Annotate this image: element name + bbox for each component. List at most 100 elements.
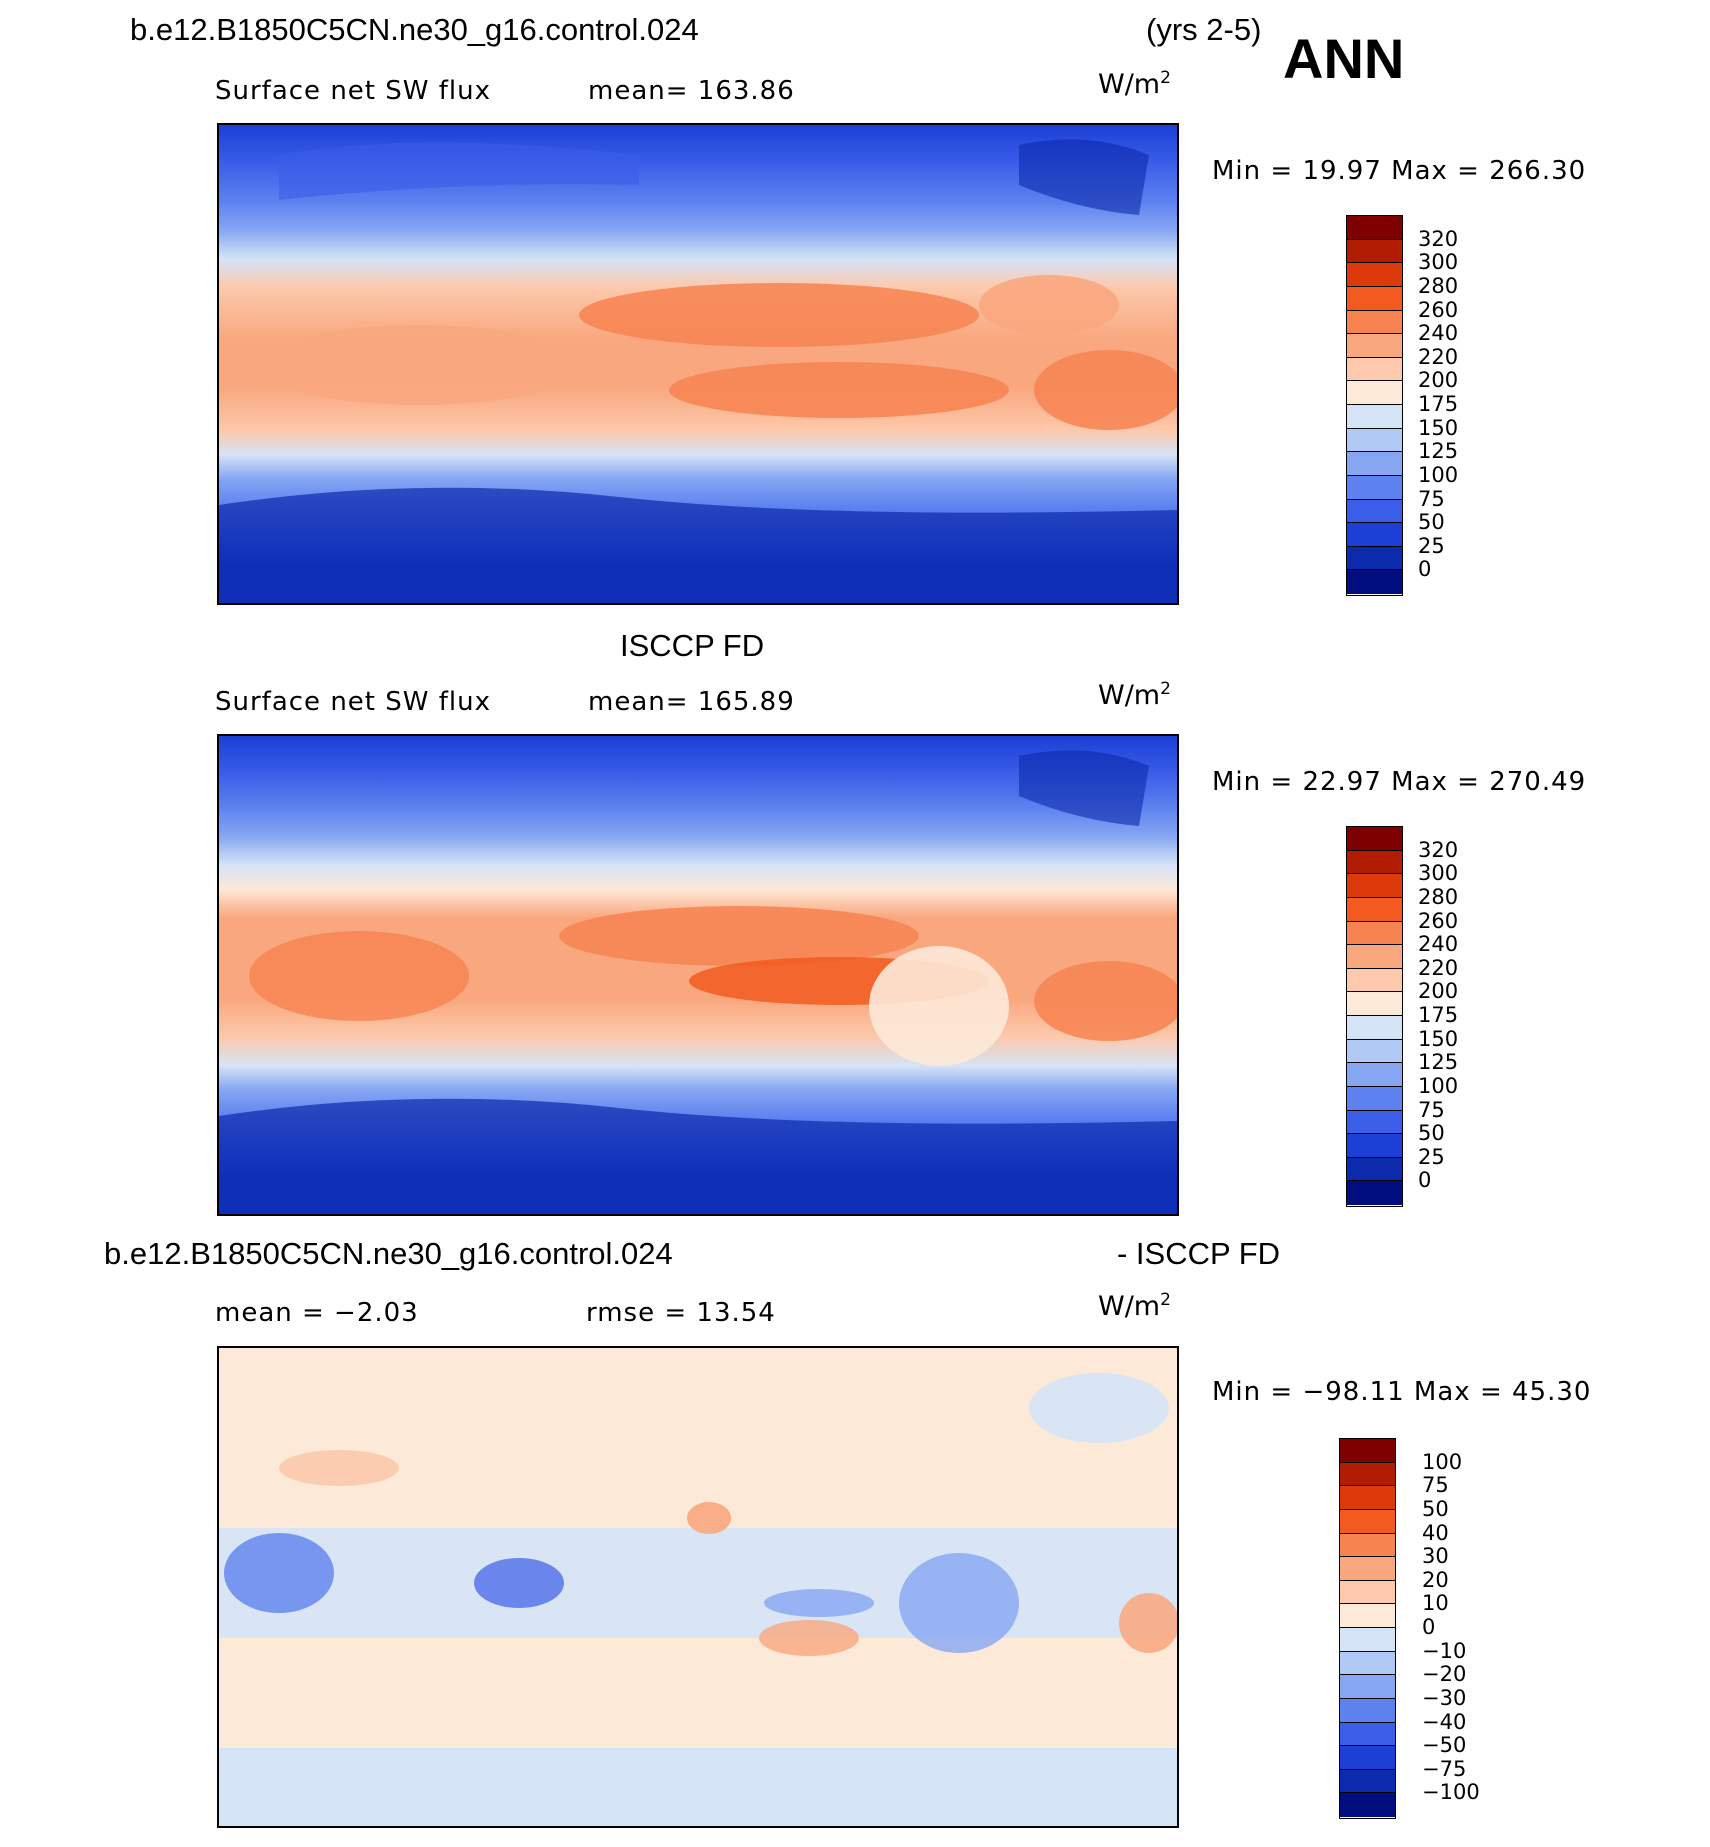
panel1-variable: Surface net SW flux: [215, 76, 491, 106]
colorbar-segment: [1347, 428, 1402, 453]
colorbar-tick-label: 0: [1418, 1168, 1432, 1193]
colorbar-segment: [1340, 1557, 1395, 1581]
colorbar-segment: [1347, 1110, 1402, 1135]
colorbar-segment: [1347, 874, 1402, 898]
colorbar-tick-label: 280: [1418, 884, 1459, 909]
colorbar-tick-label: −75: [1422, 1756, 1467, 1781]
colorbar-segment: [1340, 1628, 1395, 1652]
colorbar-tick-label: −50: [1422, 1733, 1467, 1758]
colorbar-tick-label: 260: [1418, 297, 1459, 322]
panel1-atlantic-high: [1034, 350, 1177, 430]
colorbar-segment: [1347, 992, 1402, 1016]
panel3-amazon-negative: [899, 1553, 1019, 1653]
season-label: ANN: [1283, 27, 1405, 90]
colorbar-tick-label: 10: [1422, 1591, 1449, 1616]
colorbar-segment: [1347, 945, 1402, 969]
colorbar-segment: [1347, 499, 1402, 524]
colorbar-tick-label: 150: [1418, 415, 1459, 440]
colorbar-tick-label: −30: [1422, 1685, 1467, 1710]
colorbar-tick-label: 125: [1418, 1050, 1459, 1075]
colorbar-tick-label: 25: [1418, 1144, 1445, 1169]
colorbar-tick-label: −20: [1422, 1662, 1467, 1687]
colorbar-tick-label: −10: [1422, 1638, 1467, 1663]
colorbar-tick-label: 100: [1418, 462, 1459, 487]
colorbar-segment: [1347, 263, 1402, 287]
colorbar-tick-label: 280: [1418, 273, 1459, 298]
colorbar-segment: [1340, 1675, 1395, 1699]
panel2-greenland: [1019, 750, 1149, 826]
years-label: (yrs 2-5): [1146, 12, 1262, 47]
colorbar-segment: [1347, 546, 1402, 571]
colorbar-segment: [1340, 1651, 1395, 1676]
panel2-pacific-high-north: [559, 906, 919, 966]
colorbar-segment: [1347, 405, 1402, 429]
panel1-map: [217, 123, 1179, 605]
panel1-indian-ocean: [259, 325, 579, 405]
panel2-atlantic-high: [1034, 961, 1177, 1041]
colorbar-tick-label: 240: [1418, 932, 1459, 957]
colorbar-segment: [1347, 850, 1402, 875]
colorbar-segment: [1347, 1157, 1402, 1182]
colorbar-segment: [1340, 1462, 1395, 1487]
panel2-variable: Surface net SW flux: [215, 687, 491, 717]
panel3-map: [217, 1346, 1179, 1828]
colorbar-tick-label: 320: [1418, 837, 1459, 862]
panel2-map: [217, 734, 1179, 1216]
colorbar-segment: [1347, 1063, 1402, 1087]
colorbar-tick-label: 0: [1422, 1615, 1436, 1639]
panel1-antarctica: [219, 487, 1177, 603]
colorbar-segment: [1340, 1533, 1395, 1558]
panel3-greenland: [1029, 1373, 1169, 1443]
colorbar-segment: [1340, 1604, 1395, 1628]
colorbar-segment: [1347, 523, 1402, 547]
panel2-minmax: Min = 22.97 Max = 270.49: [1212, 767, 1587, 797]
colorbar-tick-label: 30: [1422, 1544, 1449, 1569]
colorbar-tick-label: 200: [1418, 368, 1459, 393]
colorbar-tick-label: 240: [1418, 321, 1459, 346]
colorbar-tick-label: 75: [1422, 1473, 1449, 1498]
colorbar-tick-label: 200: [1418, 979, 1459, 1004]
panel1-atlantic-north: [979, 275, 1119, 335]
colorbar-segment: [1340, 1769, 1395, 1794]
panel3-africa-negative: [224, 1533, 334, 1613]
panel3-maritime-negative: [474, 1558, 564, 1608]
colorbar-tick-label: 50: [1422, 1496, 1449, 1521]
colorbar-tick-label: 50: [1418, 510, 1445, 535]
case-title: b.e12.B1850C5CN.ne30_g16.control.024: [130, 12, 699, 47]
panel1-minmax: Min = 19.97 Max = 266.30: [1212, 156, 1587, 186]
colorbar-segment: [1347, 452, 1402, 476]
colorbar-segment: [1347, 968, 1402, 993]
colorbar-tick-label: 75: [1418, 1097, 1445, 1122]
panel2-indian-ocean: [249, 931, 469, 1021]
colorbar-segment: [1347, 897, 1402, 922]
colorbar-segment: [1347, 286, 1402, 311]
colorbar-segment: [1340, 1793, 1395, 1817]
colorbar-tick-label: 260: [1418, 908, 1459, 933]
panel3-pacific-negative: [764, 1589, 874, 1617]
panel1-pacific-high-north: [579, 283, 979, 347]
panel2-colorbar: [1346, 826, 1403, 1207]
colorbar-segment: [1347, 334, 1402, 358]
panel1-pacific-high-south: [669, 362, 1009, 418]
colorbar-segment: [1347, 1016, 1402, 1040]
panel1-eurasia-north: [279, 142, 639, 200]
colorbar-segment: [1340, 1746, 1395, 1770]
panel3-mean: mean = −2.03: [215, 1298, 419, 1328]
colorbar-segment: [1340, 1509, 1395, 1534]
panel3-satlantic-positive: [1119, 1593, 1177, 1653]
panel2-antarctica: [219, 1098, 1177, 1214]
panel3-antarctica: [219, 1748, 1177, 1826]
colorbar-segment: [1347, 1039, 1402, 1064]
panel3-minmax: Min = −98.11 Max = 45.30: [1212, 1377, 1592, 1407]
colorbar-tick-label: 0: [1418, 557, 1432, 582]
panel3-sc-pacific-positive: [759, 1620, 859, 1656]
colorbar-tick-label: −40: [1422, 1709, 1467, 1734]
panel3-units: W/m2: [1098, 1290, 1171, 1322]
colorbar-segment: [1347, 475, 1402, 500]
colorbar-tick-label: 100: [1418, 1073, 1459, 1098]
colorbar-segment: [1340, 1580, 1395, 1605]
panel3-eurasia-positive: [279, 1450, 399, 1486]
colorbar-segment: [1347, 827, 1402, 851]
colorbar-segment: [1347, 570, 1402, 594]
panel3-colorbar: [1339, 1438, 1396, 1819]
